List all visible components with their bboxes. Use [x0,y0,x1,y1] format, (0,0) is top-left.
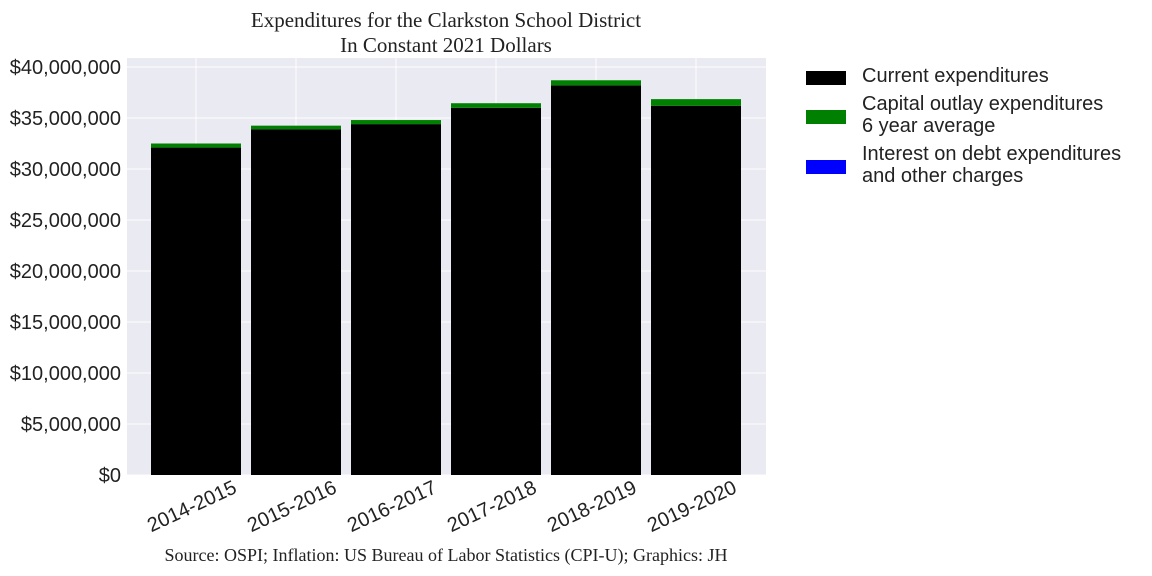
bar-segment-series-1 [451,103,541,108]
chart-subtitle: In Constant 2021 Dollars [340,33,552,57]
x-axis-ticks: 2014-2015 2015-2016 2016-2017 2017-2018 2018… [144,477,740,537]
legend-swatch [806,110,846,124]
y-tick-label: $0 [99,465,121,487]
x-tick-label: 2016-2017 [344,477,440,537]
y-tick-label: $30,000,000 [10,159,121,181]
x-tick-label: 2015-2016 [244,477,340,537]
y-tick-label: $15,000,000 [10,312,121,334]
bar-segment-series-0 [651,105,741,475]
bar-segment-series-0 [251,129,341,475]
y-axis-ticks: $0 $5,000,000 $10,000,000 $15,000,000 $20,00… [10,57,121,487]
source-note: Source: OSPI; Inflation: US Bureau of La… [165,545,728,566]
chart-title: Expenditures for the Clarkston School Di… [251,8,641,32]
y-tick-label: $35,000,000 [10,108,121,130]
y-tick-label: $25,000,000 [10,210,121,232]
bar-segment-series-1 [151,143,241,148]
bar-segment-series-0 [351,124,441,476]
y-tick-label: $20,000,000 [10,261,121,283]
legend-label: Current expenditures [862,65,1049,87]
bar-segment-series-0 [451,107,541,476]
bar-segment-series-1 [651,99,741,106]
y-tick-label: $40,000,000 [10,57,121,79]
legend-swatch [806,160,846,174]
x-tick-label: 2017-2018 [444,477,540,537]
legend-label: Interest on debt expenditures and other c… [862,143,1121,187]
legend-swatch [806,71,846,85]
y-tick-label: $10,000,000 [10,363,121,385]
legend: Current expenditures Capital outlay expen… [806,65,1121,187]
y-tick-label: $5,000,000 [21,414,121,436]
x-tick-label: 2019-2020 [644,477,740,537]
x-tick-label: 2018-2019 [544,477,640,537]
legend-label: Capital outlay expenditures 6 year averag… [862,93,1103,137]
x-tick-label: 2014-2015 [144,477,240,537]
bar-segment-series-1 [351,120,441,125]
bar-segment-series-0 [551,85,641,476]
bars [151,80,741,476]
bar-segment-series-1 [551,80,641,86]
bar-segment-series-0 [151,147,241,475]
bar-segment-series-1 [251,125,341,130]
